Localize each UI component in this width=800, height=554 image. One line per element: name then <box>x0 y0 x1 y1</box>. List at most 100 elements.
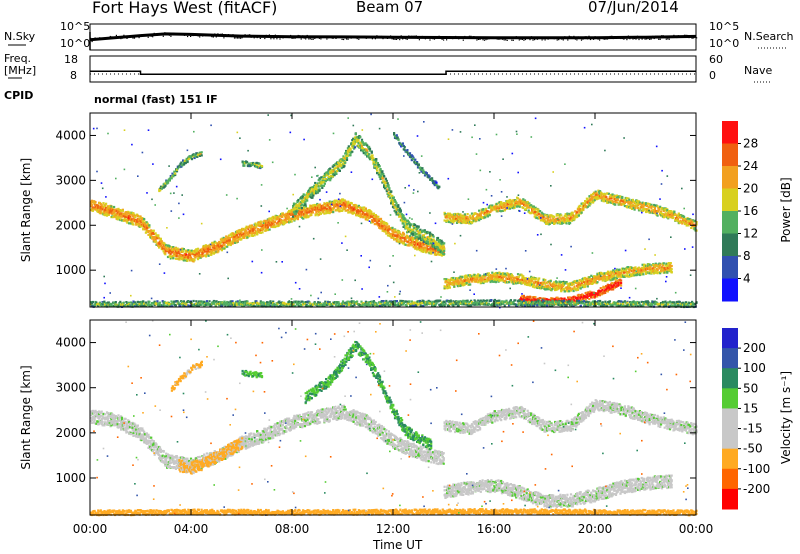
noise-point <box>493 37 495 39</box>
scatter-cell <box>560 214 563 217</box>
noise-point <box>344 37 346 39</box>
scatter-cell <box>100 204 103 207</box>
scatter-cell <box>447 220 451 223</box>
scatter-cell <box>340 206 343 209</box>
scatter-cell <box>304 205 307 208</box>
scatter-cell <box>254 222 257 225</box>
scatter-cell <box>335 199 338 202</box>
scatter-cell <box>653 206 656 210</box>
noise-point <box>600 37 602 39</box>
scatter-cell <box>323 212 326 215</box>
scatter-cell <box>572 282 575 286</box>
scatter-cell <box>270 224 273 227</box>
scatter-cell <box>463 216 466 219</box>
scatter-cell <box>218 246 221 249</box>
scatter-cell <box>145 221 148 224</box>
scatter-cell <box>419 242 422 245</box>
scatter-cell <box>409 242 413 245</box>
noise-point <box>444 36 446 38</box>
noise-point <box>532 39 534 41</box>
scatter-cell <box>386 223 389 226</box>
noise-point <box>183 34 186 36</box>
scatter-cell <box>109 207 112 210</box>
scatter-cell <box>258 223 261 226</box>
scatter-cell <box>364 218 367 221</box>
scatter-cell <box>530 281 533 284</box>
noise-point <box>449 36 451 38</box>
scatter-cell <box>99 210 102 213</box>
scatter-cell <box>402 241 405 244</box>
noise-point <box>549 37 551 39</box>
scatter-cell <box>290 220 293 223</box>
scatter-cell <box>474 212 477 215</box>
scatter-cell <box>670 268 673 271</box>
scatter-cell <box>301 211 304 214</box>
noise-point <box>238 37 240 39</box>
scatter-cell <box>287 217 290 221</box>
scatter-cell <box>318 203 322 206</box>
noise-point <box>435 37 437 39</box>
scatter-cell <box>357 204 360 207</box>
noise-point <box>247 34 249 36</box>
scatter-cell <box>402 231 405 234</box>
scatter-cell <box>102 206 105 209</box>
noise-point <box>303 37 305 39</box>
scatter-cell <box>407 240 410 243</box>
scatter-cell <box>177 250 180 253</box>
noise-point <box>473 36 475 38</box>
scatter-cell <box>395 239 398 243</box>
noise-point <box>252 35 254 37</box>
scatter-cell <box>181 254 185 257</box>
scatter-cell <box>400 236 403 239</box>
scatter-cell <box>373 215 376 218</box>
frequency-line-series <box>90 70 696 76</box>
noise-point <box>296 36 298 38</box>
noise-point <box>652 35 654 37</box>
scatter-cell <box>529 295 532 299</box>
scatter-cell <box>485 207 488 210</box>
scatter-cell <box>584 284 587 287</box>
noise-point <box>350 37 352 39</box>
scatter-cell <box>461 276 464 279</box>
scatter-cell <box>364 209 367 212</box>
scatter-cell <box>333 206 336 209</box>
scatter-cell <box>411 238 414 241</box>
scatter-cell <box>126 214 129 217</box>
scatter-cell <box>136 214 139 217</box>
scatter-cell <box>325 209 328 213</box>
scatter-cell <box>318 208 321 211</box>
noise-point <box>429 39 431 41</box>
noise-point <box>508 37 510 39</box>
noise-point <box>326 38 328 40</box>
scatter-cell <box>333 203 336 207</box>
scatter-cell <box>400 239 403 242</box>
scatter-cell <box>383 224 386 227</box>
noise-point <box>676 36 678 39</box>
scatter-cell <box>151 235 155 239</box>
noise-point <box>696 37 698 39</box>
scatter-cell <box>670 264 673 268</box>
scatter-cell <box>447 215 451 218</box>
scatter-cell <box>268 228 271 231</box>
scatter-cell <box>273 217 276 220</box>
scatter-cell <box>345 209 348 212</box>
noise-point <box>162 35 164 37</box>
scatter-cell <box>404 239 407 242</box>
scatter-cell <box>102 202 105 205</box>
noise-point <box>100 38 102 40</box>
scatter-cell <box>461 218 464 221</box>
scatter-cell <box>232 237 235 240</box>
noise-point <box>279 38 281 40</box>
scatter-cell <box>228 237 231 240</box>
noise-point <box>152 36 154 38</box>
scatter-cell <box>390 233 393 236</box>
noise-point <box>140 35 142 37</box>
scatter-cell <box>522 275 525 278</box>
noise-point <box>465 37 467 39</box>
scatter-cell <box>146 226 149 229</box>
scatter-cell <box>285 218 288 221</box>
scatter-cell <box>234 237 238 240</box>
noise-point <box>617 36 619 38</box>
noise-point <box>206 34 208 36</box>
